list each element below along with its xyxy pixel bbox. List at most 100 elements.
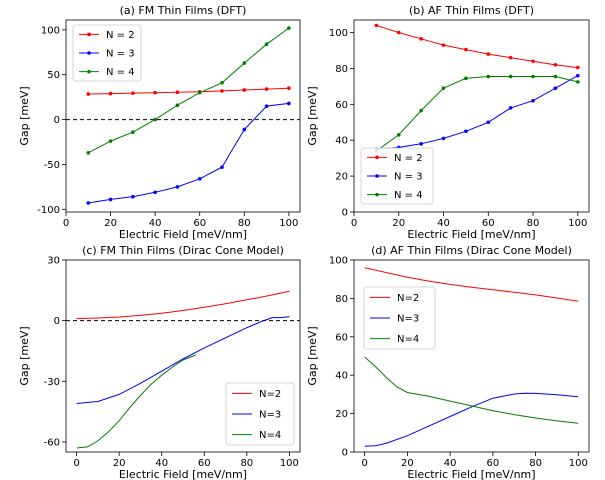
data-point xyxy=(576,65,580,70)
series-line xyxy=(376,75,579,150)
y-axis-label: Gap [meV] xyxy=(18,86,31,145)
data-point xyxy=(441,86,446,90)
data-point xyxy=(441,43,446,47)
data-point xyxy=(287,86,291,90)
legend-label: N = 2 xyxy=(394,153,423,164)
y-tick-label: 40 xyxy=(335,136,348,147)
data-point xyxy=(108,197,113,202)
series-line xyxy=(376,24,578,69)
data-point xyxy=(86,201,91,205)
legend: N = 2 N = 3 N = 4 xyxy=(360,147,434,205)
legend-marker xyxy=(375,174,379,178)
legend-box xyxy=(72,24,142,82)
series-1 xyxy=(76,316,290,404)
panel-0: (a) FM Thin Films (DFT) Electric Field [m… xyxy=(18,4,301,241)
y-tick-label: -30 xyxy=(44,377,60,388)
data-point xyxy=(175,103,180,108)
x-tick-label: 80 xyxy=(527,218,540,229)
plot-frame xyxy=(65,19,301,213)
data-point xyxy=(553,63,558,67)
data-point xyxy=(108,139,113,143)
x-tick-label: 0 xyxy=(63,218,69,229)
data-point xyxy=(531,59,535,64)
data-point xyxy=(86,92,91,96)
legend-label: N=2 xyxy=(397,293,419,304)
legend-marker xyxy=(87,69,91,74)
x-tick-label: 40 xyxy=(437,218,450,229)
data-point xyxy=(220,81,224,85)
x-tick-label: 0 xyxy=(361,458,367,469)
series-line xyxy=(76,316,290,404)
y-tick-label: 80 xyxy=(335,294,348,305)
legend-label: N=2 xyxy=(259,389,281,400)
legend-label: N=4 xyxy=(397,334,419,345)
series-0 xyxy=(86,86,291,96)
legend-label: N = 4 xyxy=(394,190,423,201)
x-tick-label: 40 xyxy=(444,458,457,469)
y-tick-label: 100 xyxy=(329,28,348,39)
series-line xyxy=(376,76,578,152)
legend-label: N=3 xyxy=(259,410,281,421)
data-point xyxy=(553,86,558,90)
series-1 xyxy=(374,73,580,151)
x-tick-label: 20 xyxy=(104,218,117,229)
data-point xyxy=(419,108,423,113)
data-point xyxy=(131,194,135,199)
panel-2: (c) FM Thin Films (Dirac Cone Model) Elec… xyxy=(18,244,301,480)
data-point xyxy=(86,150,91,155)
data-point xyxy=(242,61,247,65)
y-tick-label: 50 xyxy=(47,70,60,81)
data-point xyxy=(508,74,513,79)
series-0 xyxy=(76,290,290,320)
data-point xyxy=(242,127,247,132)
y-tick-label: 0 xyxy=(342,448,348,459)
x-axis-label: Electric Field [meV/nm] xyxy=(119,228,247,241)
chart-title: (c) FM Thin Films (Dirac Cone Model) xyxy=(82,244,284,257)
data-point xyxy=(108,91,113,96)
x-tick-label: 0 xyxy=(351,218,357,229)
y-tick-label: 0 xyxy=(54,316,60,327)
data-point xyxy=(153,90,157,95)
chart-title: (d) AF Thin Films (Dirac Cone Model) xyxy=(371,244,572,257)
x-tick-label: 60 xyxy=(198,458,211,469)
legend-box xyxy=(225,382,295,446)
y-tick-label: 40 xyxy=(335,371,348,382)
data-point xyxy=(264,87,269,91)
series-0 xyxy=(364,267,579,302)
data-point xyxy=(464,76,468,81)
data-point xyxy=(242,88,247,92)
data-point xyxy=(175,185,180,189)
series-1 xyxy=(86,101,291,205)
data-point xyxy=(576,80,580,84)
x-tick-label: 20 xyxy=(113,458,126,469)
x-tick-label: 60 xyxy=(193,218,206,229)
data-point xyxy=(287,26,291,30)
data-point xyxy=(374,23,379,28)
x-tick-label: 100 xyxy=(568,218,587,229)
data-point xyxy=(153,190,157,195)
data-point xyxy=(197,177,202,181)
x-tick-label: 80 xyxy=(529,458,542,469)
plot-frame xyxy=(353,19,590,213)
data-point xyxy=(131,91,135,95)
data-point xyxy=(441,136,446,141)
data-point xyxy=(576,73,580,78)
data-point xyxy=(464,47,468,52)
x-axis-label: Electric Field [meV/nm] xyxy=(407,228,535,241)
data-point xyxy=(486,52,491,56)
data-point xyxy=(419,37,423,41)
data-point xyxy=(486,120,491,125)
legend-box xyxy=(360,147,434,205)
data-point xyxy=(464,129,468,134)
series-2 xyxy=(86,26,291,155)
y-axis-label: Gap [meV] xyxy=(306,326,319,385)
y-tick-label: 20 xyxy=(335,172,348,183)
x-tick-label: 100 xyxy=(280,458,299,469)
legend-label: N = 4 xyxy=(106,67,135,78)
series-line xyxy=(76,354,196,449)
data-point xyxy=(508,55,513,60)
data-point xyxy=(396,30,401,35)
x-tick-label: 20 xyxy=(392,218,405,229)
y-tick-label: 0 xyxy=(54,115,60,126)
